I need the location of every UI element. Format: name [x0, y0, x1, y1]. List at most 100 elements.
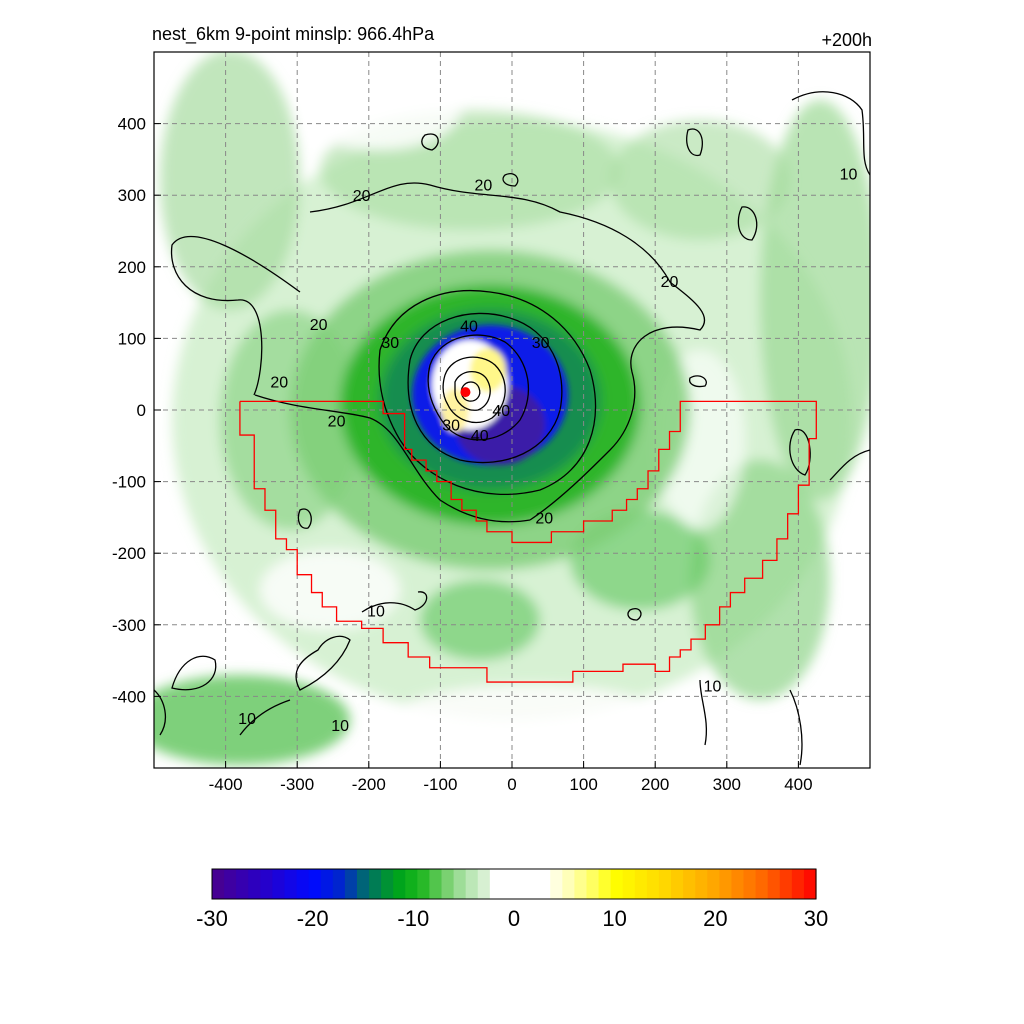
- contour-line: [502, 173, 519, 187]
- colorbar-cell: [586, 869, 600, 899]
- contour-line: [427, 334, 530, 441]
- colorbar-cell: [658, 869, 672, 899]
- time-label: +200h: [821, 30, 872, 50]
- colorbar-cell: [671, 869, 684, 899]
- contour-line: [460, 381, 481, 402]
- colorbar-cell: [562, 869, 575, 899]
- contour-label: 40: [471, 428, 489, 445]
- contour-label-text: 20: [328, 414, 346, 431]
- contour-label-text: 20: [661, 274, 679, 291]
- contour-label: 20: [270, 374, 288, 391]
- contour-line: [378, 290, 597, 496]
- colorbar-tick-label: 20: [703, 906, 727, 931]
- x-tick-label: 200: [641, 775, 669, 794]
- contour-line: [421, 133, 439, 151]
- y-tick-label: -100: [112, 473, 146, 492]
- x-tick-label: 100: [569, 775, 597, 794]
- x-tick-label: 300: [713, 775, 741, 794]
- contour-line: [699, 679, 708, 746]
- contour-label: 40: [460, 319, 478, 336]
- contour-line: [171, 655, 217, 691]
- colorbar-ticks: -30 -20 -10 0 10 20 30: [196, 906, 828, 931]
- contour-line: [686, 128, 703, 157]
- colorbar-cell: [356, 869, 370, 899]
- field-patch: [690, 460, 830, 700]
- contour-line: [361, 591, 428, 613]
- colorbar-cell: [417, 869, 431, 899]
- colorbar-cell: [441, 869, 455, 899]
- contour-label-text: 30: [381, 335, 399, 352]
- colorbar-cell: [453, 869, 467, 899]
- contour-label: 10: [840, 167, 858, 184]
- colorbar-tick-label: -30: [196, 906, 228, 931]
- contour-line: [154, 689, 167, 736]
- field-patch: [420, 580, 540, 660]
- field-patch: [760, 100, 870, 500]
- colorbar-cell: [248, 869, 261, 899]
- colorbar-cell: [296, 869, 310, 899]
- plot-area: 10 20 20 20 20 20 20 30 40 30 40 30 40 20 10 10 10 10: [154, 52, 870, 768]
- colorbar-cell: [767, 869, 781, 899]
- colorbar: [211, 868, 817, 900]
- y-axis: 400 300 200 100 0 -100 -200 -300 -400: [112, 115, 161, 706]
- colorbar-cell: [610, 869, 624, 899]
- contour-label: 10: [238, 711, 256, 728]
- contour-label: 30: [532, 335, 550, 352]
- colorbar-cell: [755, 869, 769, 899]
- colorbar-cell: [393, 869, 406, 899]
- contour-label-text: 20: [310, 317, 328, 334]
- contour-label-text: 40: [471, 428, 489, 445]
- contour-line: [407, 312, 563, 464]
- colorbar-cell: [369, 869, 382, 899]
- contour-line: [627, 608, 642, 621]
- colorbar-tick-label: -10: [397, 906, 429, 931]
- colorbar-cell: [695, 869, 708, 899]
- colorbar-cell: [344, 869, 358, 899]
- colorbar-cell: [779, 869, 793, 899]
- y-tick-label: -200: [112, 544, 146, 563]
- contour-line: [689, 375, 707, 388]
- x-tick-label: 400: [784, 775, 812, 794]
- colorbar-cell: [308, 869, 322, 899]
- contour-line: [454, 371, 491, 411]
- colorbar-frame: [211, 868, 817, 900]
- y-tick-label: 0: [137, 401, 146, 420]
- contour-label-text: 10: [367, 603, 385, 620]
- colorbar-cell: [719, 869, 733, 899]
- contour-label: 20: [328, 414, 346, 431]
- contour-line: [170, 235, 301, 396]
- field-gap: [300, 70, 460, 150]
- contour-label: 20: [535, 510, 553, 527]
- colorbar-cell: [477, 869, 491, 899]
- contour-label: 10: [331, 718, 349, 735]
- contour-label-text: 10: [840, 167, 858, 184]
- colorbar-cell: [791, 869, 805, 899]
- contour-line: [297, 508, 312, 529]
- x-tick-label: -200: [352, 775, 386, 794]
- contour-label: 30: [381, 335, 399, 352]
- field-core: [470, 348, 506, 392]
- chart-title: nest_6km 9-point minslp: 966.4hPa: [152, 24, 435, 45]
- colorbar-cell: [622, 869, 636, 899]
- colorbar-cell: [320, 869, 334, 899]
- colorbar-cell: [707, 869, 720, 899]
- colorbar-cell: [260, 869, 273, 899]
- y-tick-label: 400: [118, 115, 146, 134]
- contour-label-text: 20: [474, 177, 492, 194]
- red-boundary: [239, 400, 817, 683]
- colorbar-cell: [332, 869, 346, 899]
- x-tick-label: 0: [507, 775, 516, 794]
- colorbar-cell: [224, 869, 237, 899]
- x-axis: -400 -300 -200 -100 0 100 200 300 400: [209, 761, 813, 794]
- contour-label: 30: [442, 417, 460, 434]
- contour-label: 20: [310, 317, 328, 334]
- contour-label-text: 40: [460, 319, 478, 336]
- contour-label-text: 30: [442, 417, 460, 434]
- colorbar-tick-label: -20: [297, 906, 329, 931]
- field-patch: [154, 675, 350, 765]
- contour-line: [239, 699, 291, 736]
- colorbar-cell: [743, 869, 757, 899]
- colorbar-cell: [236, 869, 249, 899]
- contour-line: [789, 689, 803, 766]
